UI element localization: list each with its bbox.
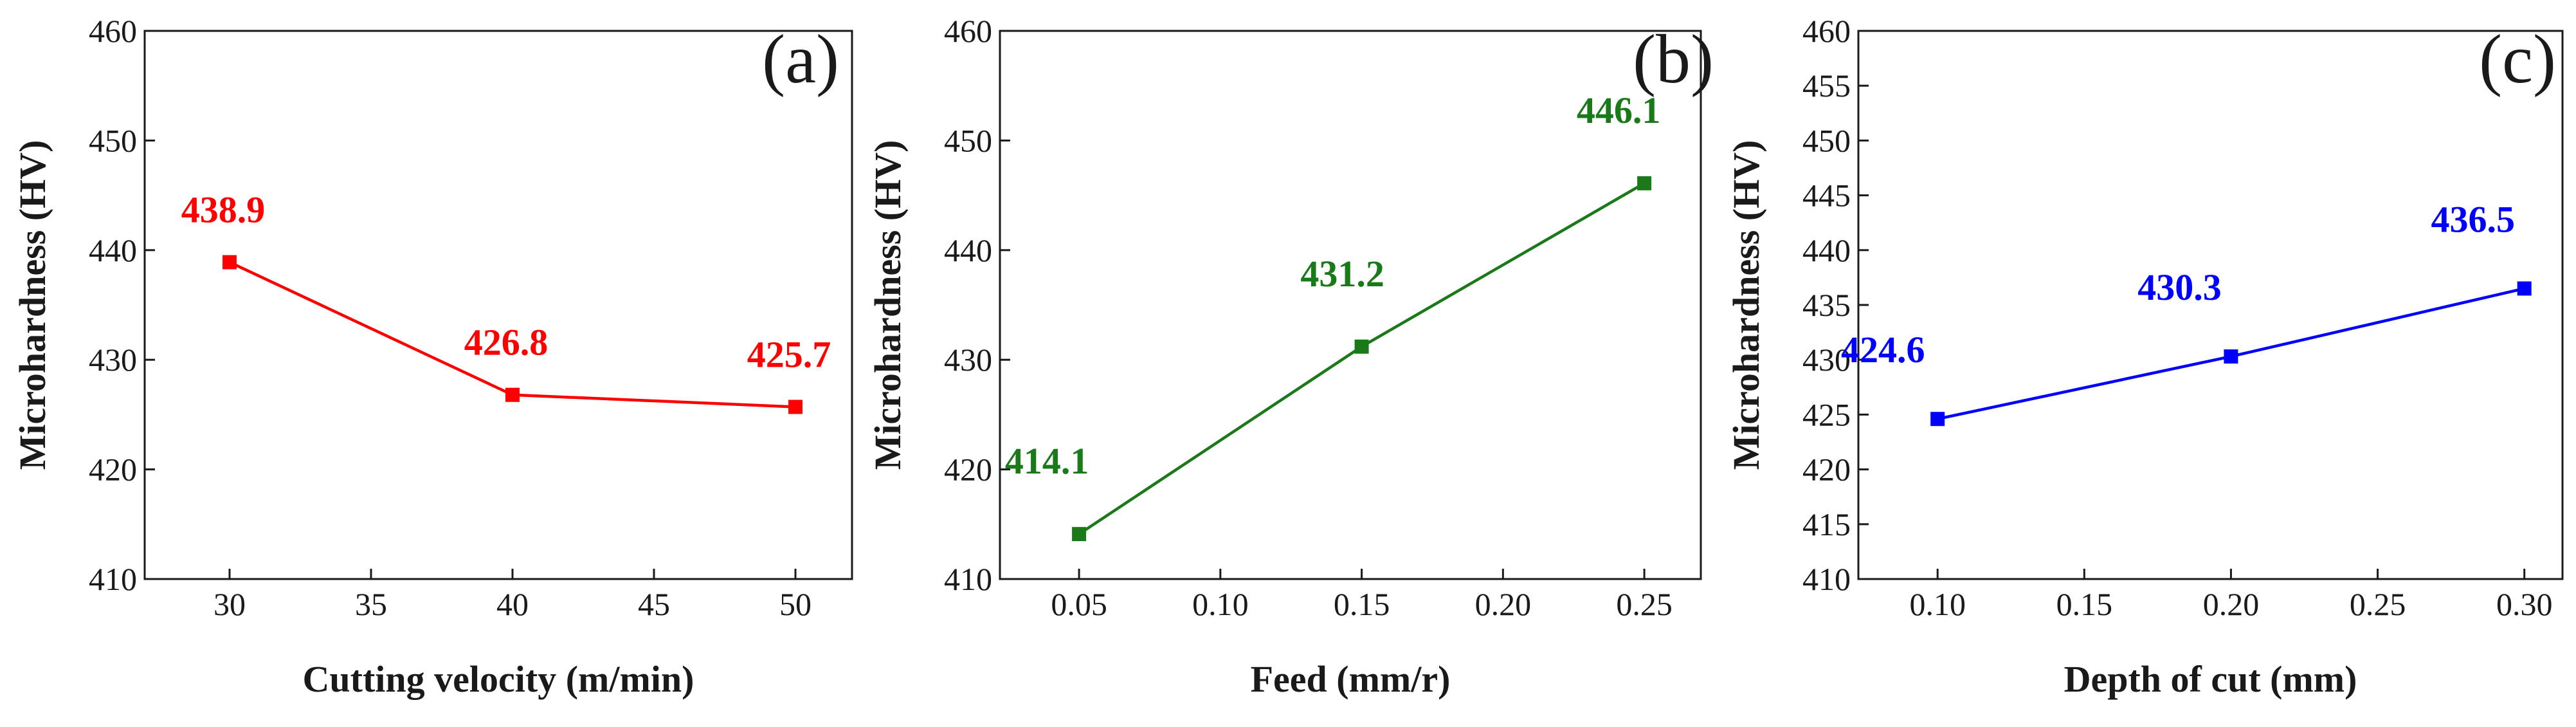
data-point bbox=[2517, 281, 2532, 296]
panel-label: (b) bbox=[1633, 21, 1714, 98]
data-label: 414.1 bbox=[1005, 440, 1089, 482]
data-label: 430.3 bbox=[2137, 266, 2222, 308]
y-tick-label: 460 bbox=[89, 13, 137, 49]
x-tick-label: 30 bbox=[213, 586, 246, 622]
y-tick-label: 450 bbox=[944, 122, 992, 158]
x-tick-label: 40 bbox=[496, 586, 529, 622]
y-tick-label: 460 bbox=[944, 13, 992, 49]
x-tick-label: 0.25 bbox=[1616, 586, 1673, 622]
data-label: 431.2 bbox=[1300, 253, 1384, 295]
y-tick-label: 420 bbox=[1802, 452, 1851, 488]
y-tick-label: 445 bbox=[1802, 178, 1851, 214]
chart-panel-2: 410 420 430 440 450 460 0.05 0.10 0.15 0.20 0.25 Fe… bbox=[867, 13, 1714, 700]
x-tick-label: 50 bbox=[779, 586, 812, 622]
y-axis-title: Microhardness (HV) bbox=[1725, 140, 1767, 470]
y-tick-label: 420 bbox=[89, 452, 137, 488]
y-tick-label: 460 bbox=[1802, 13, 1851, 49]
x-tick-label: 0.10 bbox=[1909, 586, 1966, 622]
y-tick-label: 430 bbox=[944, 342, 992, 378]
data-point bbox=[505, 387, 520, 402]
y-tick-label: 410 bbox=[89, 561, 137, 597]
data-label: 424.6 bbox=[1841, 329, 1925, 371]
panel-label: (a) bbox=[762, 21, 839, 98]
x-axis-title: Feed (mm/r) bbox=[1251, 658, 1451, 700]
data-point bbox=[1354, 339, 1369, 354]
y-tick-label: 440 bbox=[1802, 232, 1851, 268]
data-label: 446.1 bbox=[1577, 89, 1661, 131]
plot-frame bbox=[143, 30, 853, 580]
x-axis-title: Depth of cut (mm) bbox=[2064, 658, 2357, 700]
x-tick-label: 0.10 bbox=[1192, 586, 1249, 622]
y-axis-title: Microhardness (HV) bbox=[867, 140, 909, 470]
x-tick-label: 45 bbox=[638, 586, 670, 622]
data-point bbox=[1637, 176, 1652, 190]
y-tick-label: 410 bbox=[1802, 561, 1851, 597]
y-tick-label: 425 bbox=[1802, 396, 1851, 432]
plot-frame bbox=[999, 30, 1702, 580]
x-tick-label: 0.15 bbox=[2056, 586, 2113, 622]
y-tick-label: 440 bbox=[944, 232, 992, 268]
chart-panel-1: 410 420 430 440 450 460 30 35 40 45 50 Cutting velo… bbox=[12, 13, 853, 700]
x-axis-title: Cutting velocity (m/min) bbox=[303, 658, 694, 700]
data-point bbox=[1072, 527, 1087, 542]
data-point bbox=[2224, 349, 2238, 364]
series-line bbox=[1078, 181, 1646, 536]
y-tick-label: 430 bbox=[1802, 342, 1851, 378]
x-tick-label: 0.25 bbox=[2350, 586, 2406, 622]
y-tick-label: 440 bbox=[89, 232, 137, 268]
x-tick-label: 0.15 bbox=[1334, 586, 1390, 622]
x-tick-label: 0.30 bbox=[2496, 586, 2553, 622]
x-tick-label: 35 bbox=[355, 586, 387, 622]
data-point bbox=[1930, 412, 1945, 427]
data-point bbox=[788, 400, 803, 414]
y-tick-label: 450 bbox=[89, 122, 137, 158]
data-point bbox=[222, 255, 237, 270]
panel-label: (c) bbox=[2479, 21, 2556, 98]
x-tick-label: 0.05 bbox=[1051, 586, 1107, 622]
data-label: 436.5 bbox=[2431, 198, 2515, 240]
y-tick-label: 435 bbox=[1802, 287, 1851, 323]
x-tick-label: 0.20 bbox=[2203, 586, 2260, 622]
data-label: 425.7 bbox=[747, 333, 831, 375]
data-label: 438.9 bbox=[181, 189, 266, 231]
chart-panel-3: 410 415 420 425 430 435 440 445 450 455 460 0.10 0.1… bbox=[1725, 13, 2564, 700]
y-tick-label: 450 bbox=[1802, 122, 1851, 158]
y-tick-label: 455 bbox=[1802, 68, 1851, 104]
y-tick-label: 430 bbox=[89, 342, 137, 378]
y-tick-label: 415 bbox=[1802, 506, 1851, 542]
y-tick-label: 420 bbox=[944, 452, 992, 488]
data-label: 426.8 bbox=[464, 322, 549, 364]
y-axis-title: Microhardness (HV) bbox=[12, 140, 53, 470]
y-tick-label: 410 bbox=[944, 561, 992, 597]
x-tick-label: 0.20 bbox=[1475, 586, 1532, 622]
